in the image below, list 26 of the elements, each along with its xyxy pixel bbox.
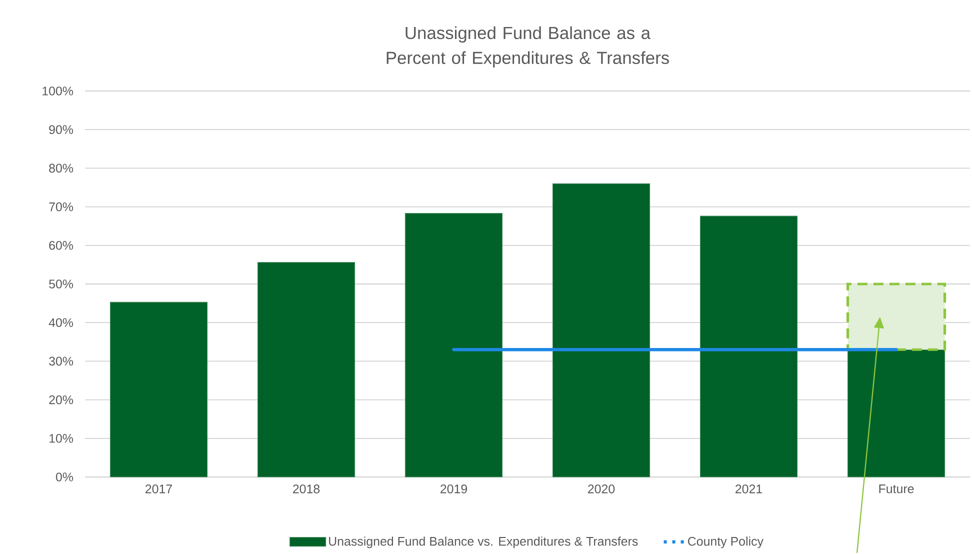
x-tick-label: 2019: [440, 484, 468, 494]
bar: [552, 184, 650, 478]
bar: [700, 216, 798, 478]
y-tick-label: 50%: [49, 280, 74, 289]
y-tick-label: 60%: [49, 241, 74, 250]
y-tick-label: 90%: [49, 125, 74, 134]
y-tick-label: 70%: [49, 202, 74, 212]
bar: [110, 302, 208, 478]
x-tick-label: Future: [879, 484, 914, 494]
x-tick-label: 2017: [146, 484, 172, 494]
x-tick-label: 2018: [293, 484, 320, 494]
legend-label: Unassigned Fund Balance vs. Expenditures & Transfers: [329, 536, 638, 548]
bar: [404, 213, 503, 478]
y-tick-label: 20%: [49, 396, 74, 404]
x-tick-label: 2020: [588, 484, 615, 494]
chart-title: Unassigned Fund Balance as a Percent of Expenditures & Transfers: [386, 26, 669, 68]
y-tick-label: 0%: [56, 472, 74, 482]
y-tick-label: 40%: [48, 318, 74, 328]
y-tick-label: 10%: [50, 434, 74, 444]
legend-label: County Policy: [688, 536, 764, 548]
y-tick-label: 80%: [49, 164, 74, 173]
y-tick-label: 100%: [42, 86, 74, 96]
x-tick-label: 2021: [736, 484, 762, 494]
bar: [847, 350, 946, 478]
y-tick-label: 30%: [49, 357, 74, 366]
bar: [257, 262, 356, 478]
